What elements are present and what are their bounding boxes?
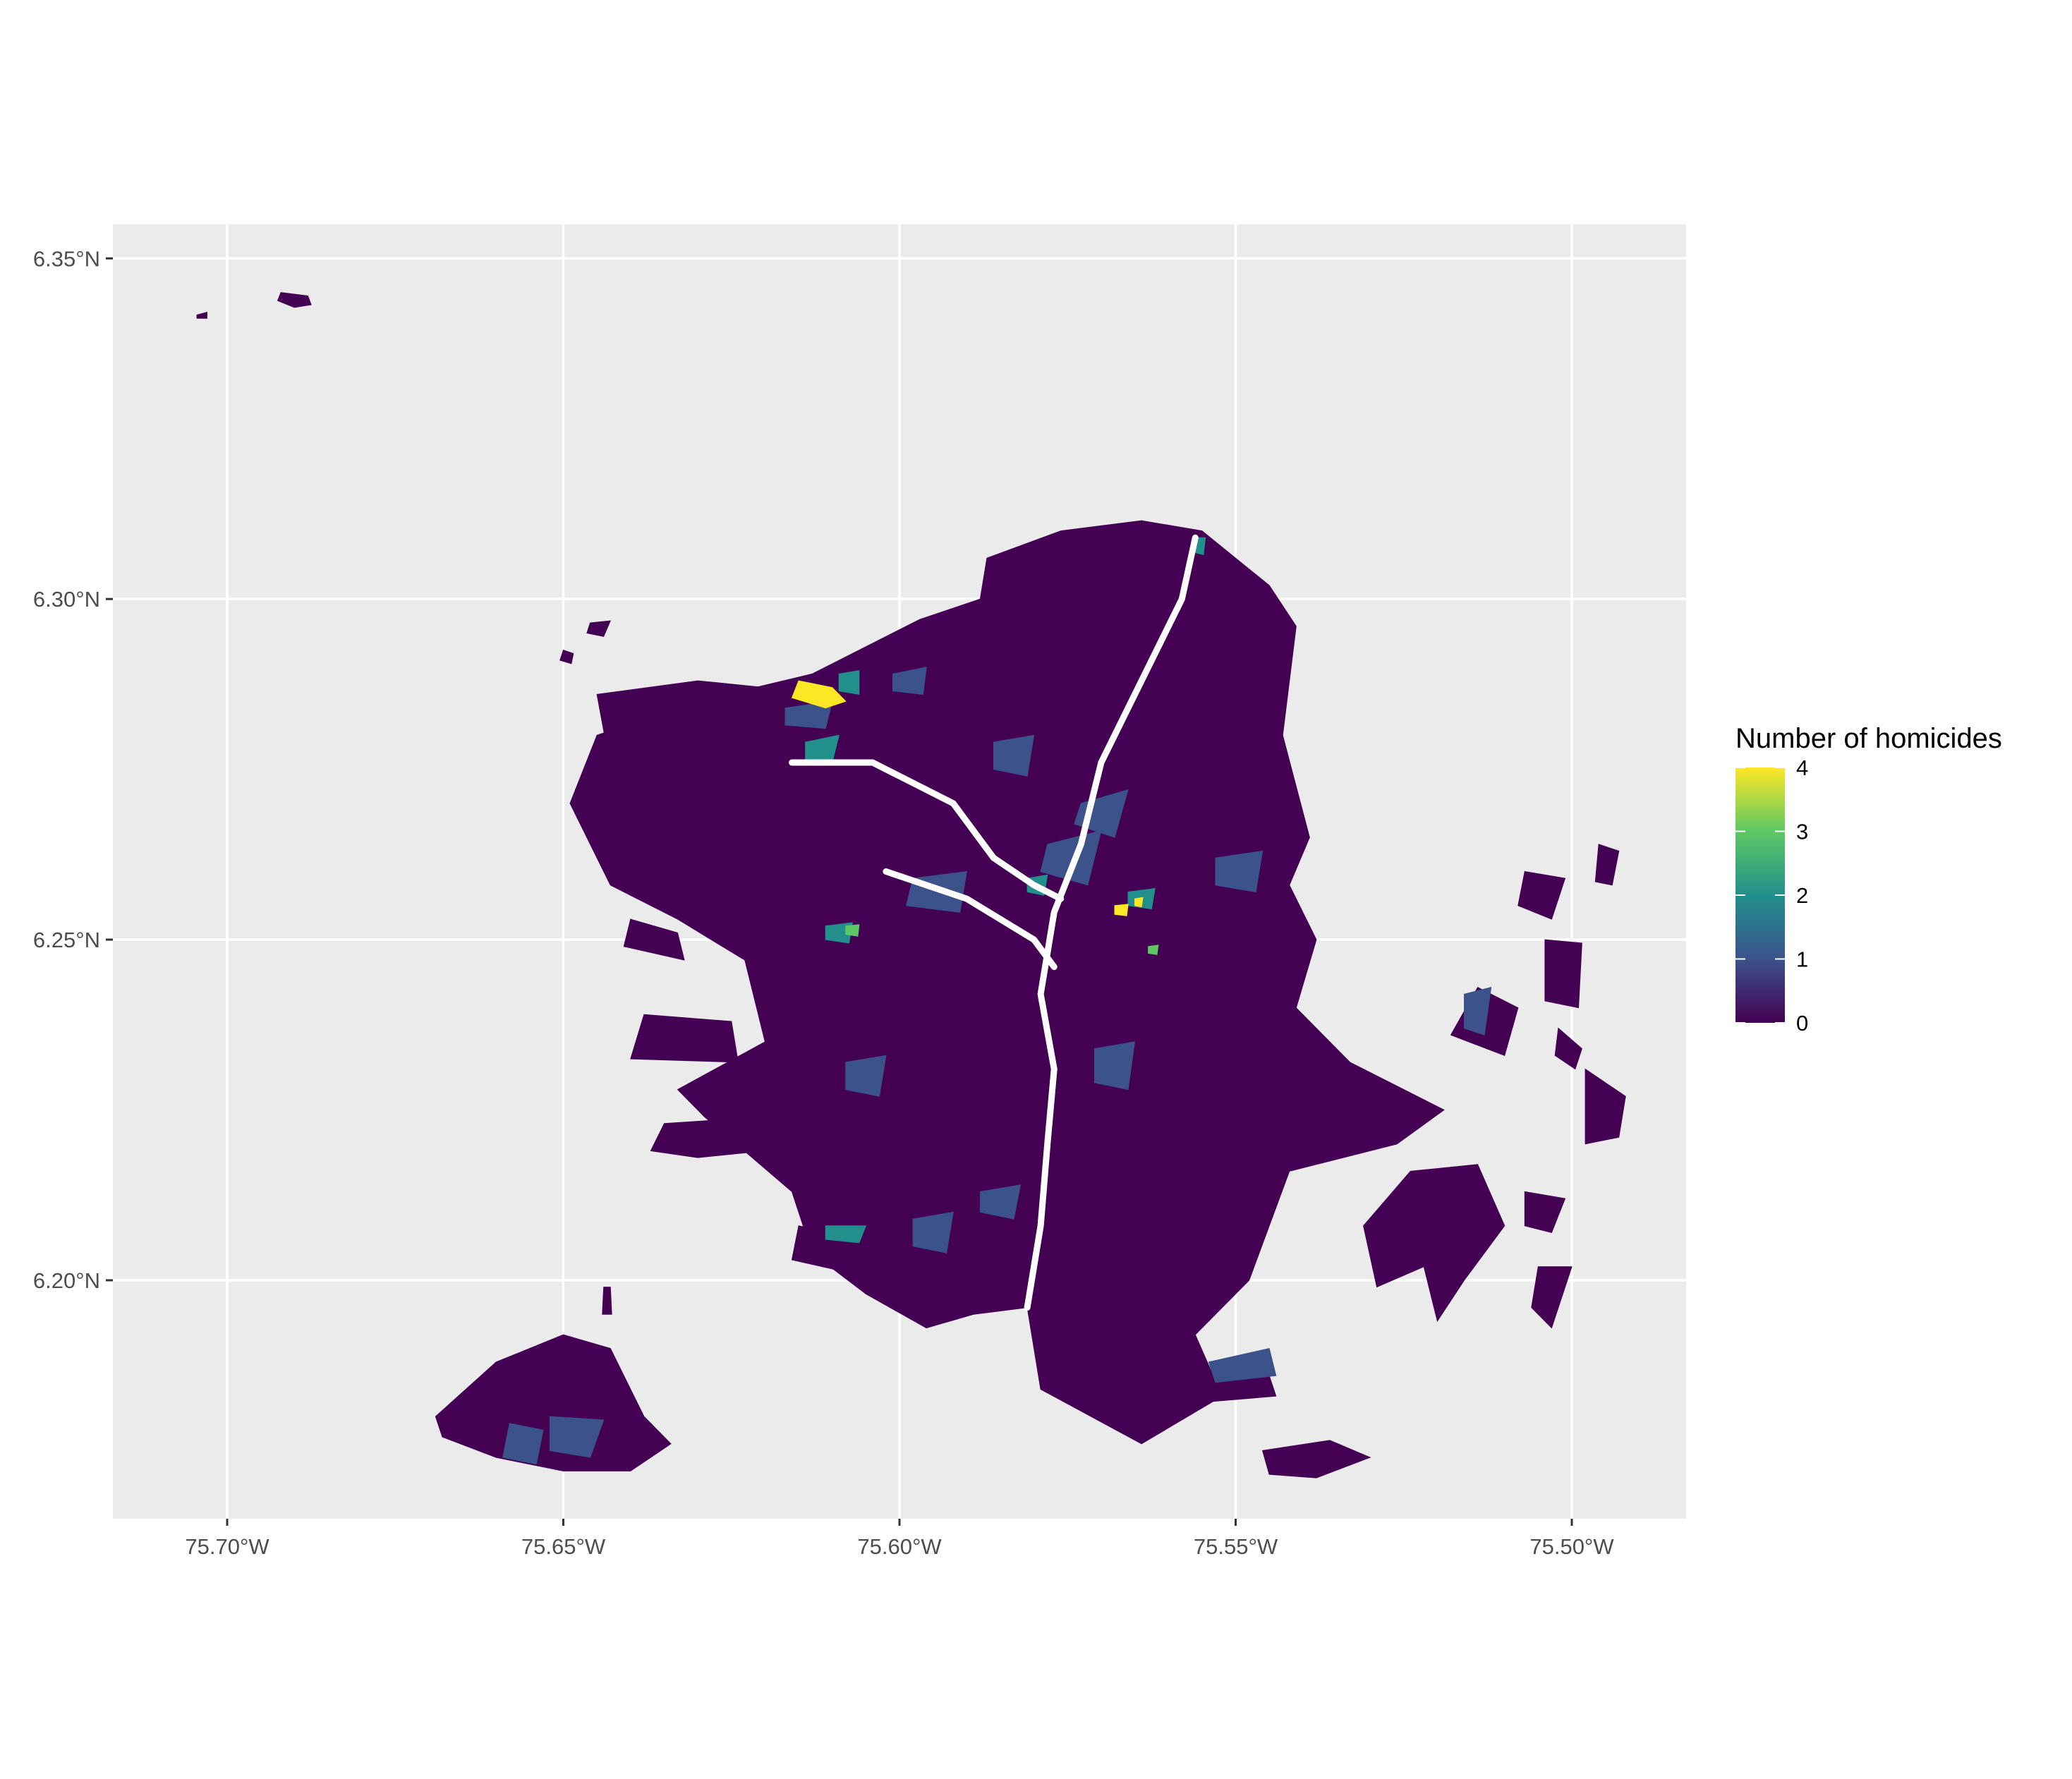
- polygon-value-0: [277, 292, 312, 308]
- x-tick-label: 75.60°W: [857, 1534, 942, 1559]
- polygon-value-4: [791, 680, 847, 709]
- y-axis: 6.35°N 6.30°N 6.25°N 6.20°N: [33, 246, 113, 1293]
- polygon-value-1: [979, 1184, 1022, 1220]
- river-line: [789, 759, 1065, 902]
- x-tick-label: 75.55°W: [1194, 1534, 1278, 1559]
- polygon-value-2: [838, 670, 860, 695]
- polygon-value-0: [1554, 1027, 1582, 1070]
- polygon-value-0: [1531, 1266, 1573, 1329]
- legend-title: Number of homicides: [1735, 723, 2002, 754]
- polygon-value-4: [1114, 904, 1129, 916]
- legend: Number of homicides 4 3 2 1 0: [1735, 723, 2002, 1036]
- polygon-value-2: [825, 1225, 867, 1244]
- y-tick-label: 6.25°N: [33, 928, 100, 952]
- legend-tick-label: 1: [1796, 947, 1808, 972]
- polygon-value-0: [602, 1287, 612, 1315]
- polygon-value-1: [1464, 987, 1492, 1036]
- y-tick-label: 6.30°N: [33, 587, 100, 612]
- homicide-polygons: [196, 292, 1626, 1479]
- legend-ticks: 4 3 2 1 0: [1735, 755, 1808, 1036]
- polygon-value-0: [1544, 939, 1582, 1009]
- polygon-value-1: [892, 667, 927, 695]
- polygon-value-1: [502, 1423, 544, 1465]
- polygon-value-0: [650, 1116, 832, 1158]
- polygon-value-1: [1208, 1348, 1277, 1383]
- polygon-value-1: [1215, 850, 1264, 893]
- polygon-value-0: [1517, 870, 1566, 920]
- polygon-value-0: [1594, 844, 1620, 886]
- x-tick-label: 75.50°W: [1529, 1534, 1614, 1559]
- polygon-value-0: [630, 1014, 739, 1063]
- polygon-value-0: [196, 311, 207, 319]
- legend-tick-label: 2: [1796, 883, 1808, 908]
- polygon-value-1: [993, 734, 1035, 777]
- river-line: [883, 868, 1058, 971]
- polygon-value-0: [1524, 1191, 1566, 1233]
- polygon-value-0: [435, 1334, 672, 1471]
- polygon-value-1: [1093, 1041, 1136, 1091]
- polygon-value-0: [1363, 1164, 1505, 1323]
- x-axis: 75.70°W 75.65°W 75.60°W 75.55°W 75.50°W: [185, 1519, 1614, 1559]
- polygon-value-3: [1148, 945, 1159, 955]
- legend-tick-label: 3: [1796, 820, 1808, 844]
- polygon-value-1: [549, 1416, 605, 1458]
- polygon-value-0: [623, 918, 685, 961]
- polygon-value-0: [586, 620, 611, 637]
- polygon-value-1: [845, 1055, 887, 1097]
- polygon-value-1: [912, 1211, 954, 1253]
- polygon-value-0: [1585, 1068, 1626, 1145]
- y-tick-label: 6.35°N: [33, 246, 100, 271]
- polygon-value-0: [1261, 1440, 1371, 1479]
- legend-tick-label: 0: [1796, 1011, 1808, 1036]
- y-tick-label: 6.20°N: [33, 1268, 100, 1293]
- polygon-value-4: [1134, 897, 1144, 908]
- polygon-value-3: [845, 924, 860, 937]
- legend-tick-label: 4: [1796, 755, 1808, 780]
- x-tick-label: 75.65°W: [521, 1534, 606, 1559]
- river-line: [1024, 534, 1199, 1311]
- x-tick-label: 75.70°W: [185, 1534, 269, 1559]
- polygon-value-0: [559, 649, 574, 664]
